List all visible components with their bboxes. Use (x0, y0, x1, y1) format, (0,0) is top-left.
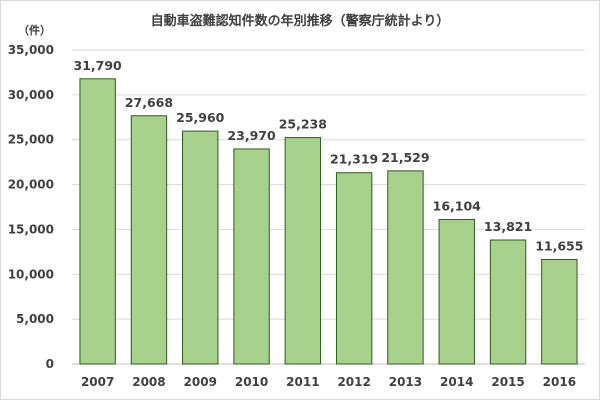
x-tick-label: 2011 (286, 375, 319, 389)
x-tick-label: 2010 (235, 375, 268, 389)
y-tick-label: 15,000 (8, 222, 54, 236)
bar-2014 (438, 219, 475, 365)
x-tick-label: 2009 (184, 375, 217, 389)
bar-2011 (284, 137, 322, 365)
x-tick-label: 2012 (337, 375, 370, 389)
y-axis-unit-label: （件） (18, 24, 51, 37)
bar-2009 (182, 130, 219, 365)
data-label-2011: 25,238 (279, 117, 327, 132)
y-tick-label: 10,000 (8, 267, 54, 281)
bar-2015 (489, 239, 527, 365)
bar-2012 (335, 172, 373, 365)
data-label-2009: 25,960 (176, 110, 225, 125)
data-label-2007: 31,790 (74, 58, 123, 73)
data-label-2010: 23,970 (227, 128, 276, 143)
y-tick-label: 5,000 (16, 312, 54, 326)
data-label-2016: 11,655 (535, 238, 583, 253)
chart-title: 自動車盗難認知件数の年別推移（警察庁統計より） (150, 14, 450, 29)
x-tick-label: 2014 (440, 375, 473, 389)
x-tick-label: 2008 (132, 375, 165, 389)
bar-2007 (79, 78, 116, 365)
data-label-2014: 16,104 (433, 199, 482, 214)
bar-2008 (130, 115, 168, 365)
y-tick-label: 20,000 (8, 178, 54, 192)
data-label-2013: 21,529 (381, 150, 429, 165)
x-tick-label: 2007 (81, 375, 114, 389)
x-tick-label: 2015 (491, 375, 524, 389)
bar-2016 (541, 258, 578, 365)
bar-2010 (233, 148, 270, 365)
y-tick-label: 0 (46, 357, 54, 371)
y-tick-label: 25,000 (8, 133, 54, 147)
data-label-2012: 21,319 (330, 152, 378, 167)
bar-2013 (387, 170, 424, 365)
y-tick-label: 35,000 (8, 43, 54, 57)
data-label-2008: 27,668 (125, 95, 173, 110)
y-tick-label: 30,000 (8, 88, 54, 102)
x-tick-label: 2016 (543, 375, 576, 389)
x-tick-label: 2013 (389, 375, 422, 389)
data-label-2015: 13,821 (484, 219, 532, 234)
